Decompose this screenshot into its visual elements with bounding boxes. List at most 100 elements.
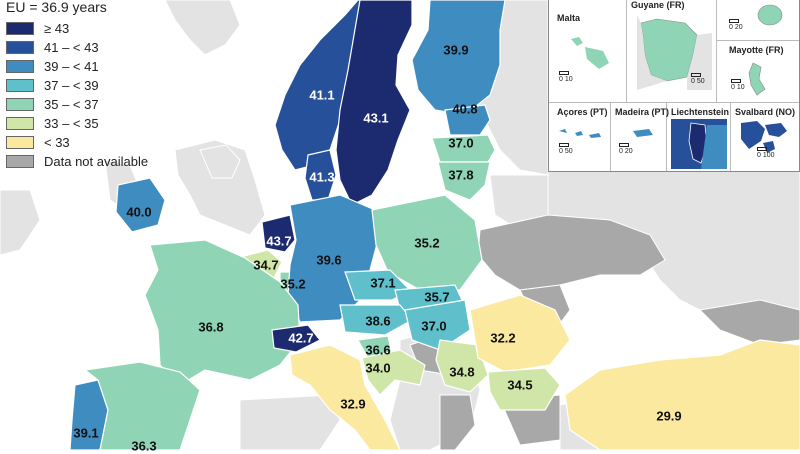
legend-swatch [6, 116, 34, 130]
value-label-croatia: 34.0 [365, 360, 391, 376]
inset-name: Svalbard (NO) [735, 107, 796, 117]
value-label-denmark: 41.3 [309, 169, 335, 185]
legend-item: Data not available [6, 152, 148, 170]
value-label-belgium: 34.7 [253, 257, 279, 273]
inset-madeira: Madeira (PT) 0 20 [611, 103, 670, 171]
region-switzerland [271, 324, 321, 353]
region-france [144, 239, 301, 386]
legend-label: < 33 [44, 134, 70, 150]
legend-label: 39 – < 41 [44, 58, 99, 74]
value-label-portugal: 39.1 [73, 425, 99, 441]
region-ireland [115, 177, 166, 233]
malta-shape [571, 37, 609, 69]
region-austria [339, 304, 413, 336]
region-spain [83, 361, 201, 450]
legend-label: Data not available [44, 153, 149, 169]
region-poland [371, 194, 483, 291]
value-label-ireland: 40.0 [126, 204, 152, 220]
value-label-netherlands: 43.7 [266, 233, 292, 249]
value-label-lithuania: 37.8 [448, 167, 474, 183]
mayotte-shape [748, 62, 766, 96]
value-label-latvia: 37.0 [448, 135, 474, 151]
region-netherlands [261, 214, 296, 253]
guyane-shape [637, 15, 712, 90]
legend-label: 37 – < 39 [44, 77, 99, 93]
legend-label: 35 – < 37 [44, 96, 99, 112]
legend-item: 35 – < 37 [6, 95, 99, 113]
value-label-slovakia: 35.7 [424, 289, 450, 305]
region-sweden [335, 0, 413, 206]
inset-acores: Açores (PT) 0 50 [549, 103, 611, 171]
scale-bar: 0 20 [729, 19, 743, 31]
scale-bar: 0 50 [559, 143, 573, 155]
inset-mayotte: Mayotte (FR) 0 10 [717, 41, 799, 103]
region-lithuania [437, 161, 491, 201]
region-croatia [361, 349, 426, 396]
region-bulgaria [487, 367, 561, 411]
legend-swatch [6, 40, 34, 54]
value-label-france: 36.8 [198, 319, 224, 335]
region-latvia [431, 134, 496, 163]
value-label-slovenia: 36.6 [365, 342, 391, 358]
region-romania [469, 294, 571, 373]
svalbard-shape [741, 121, 787, 153]
legend-label: ≥ 43 [44, 20, 70, 36]
legend-item: 41 – < 43 [6, 38, 99, 56]
scale-bar: 0 50 [691, 73, 705, 85]
value-label-serbia: 34.8 [449, 364, 475, 380]
region-estonia [444, 104, 491, 136]
legend-swatch [6, 135, 34, 149]
value-label-bulgaria: 34.5 [507, 377, 533, 393]
legend-swatch [6, 21, 34, 35]
inset-name: Mayotte (FR) [729, 45, 784, 55]
inset-svalbard: Svalbard (NO) 0 100 [731, 103, 799, 171]
legend-title: EU = 36.9 years [6, 0, 107, 15]
legend-item: ≥ 43 [6, 19, 69, 37]
value-label-norway: 41.1 [309, 87, 335, 103]
legend-item: < 33 [6, 133, 70, 151]
region-turkey [564, 339, 800, 450]
acores-shape [559, 129, 601, 138]
value-label-hungary: 37.0 [421, 318, 447, 334]
inset-name: Malta [557, 13, 581, 23]
inset-panel: Malta 0 10 Guyane (FR) 0 50 0 20 Mayotte… [548, 0, 800, 172]
madeira-shape [633, 129, 653, 137]
liechtenstein-shape [671, 119, 727, 169]
value-label-spain: 36.3 [131, 438, 157, 454]
inset-name: Guyane (FR) [631, 0, 685, 10]
legend-item: 33 – < 35 [6, 114, 99, 132]
inset-guyane: Guyane (FR) 0 50 [627, 0, 717, 103]
scale-bar: 0 100 [757, 147, 775, 159]
value-label-poland: 35.2 [414, 235, 440, 251]
reunion-shape [757, 4, 783, 26]
region-italy [289, 344, 401, 450]
inset-reunion: 0 20 [717, 0, 799, 41]
inset-name: Liechtenstein [671, 107, 730, 117]
legend-item: 39 – < 41 [6, 57, 99, 75]
value-label-turkey: 29.9 [656, 408, 682, 424]
legend-swatch [6, 97, 34, 111]
region-hungary [404, 299, 471, 351]
legend-swatch [6, 59, 34, 73]
value-label-estonia: 40.8 [452, 101, 478, 117]
scale-bar: 0 10 [731, 79, 745, 91]
legend-label: 33 – < 35 [44, 115, 99, 131]
inset-malta: Malta 0 10 [549, 0, 627, 103]
member-states [69, 0, 800, 450]
legend-swatch [6, 154, 34, 168]
legend-item: 37 – < 39 [6, 76, 99, 94]
inset-name: Madeira (PT) [615, 107, 670, 117]
value-label-austria: 38.6 [365, 313, 391, 329]
legend-swatch [6, 78, 34, 92]
value-label-sweden: 43.1 [363, 110, 389, 126]
inset-liechtenstein: Liechtenstein [667, 103, 731, 171]
legend-label: 41 – < 43 [44, 39, 99, 55]
value-label-finland: 39.9 [443, 42, 469, 58]
scale-bar: 0 20 [619, 143, 633, 155]
value-label-italy: 32.9 [340, 396, 366, 412]
value-label-romania: 32.2 [490, 330, 516, 346]
value-label-switzerland: 42.7 [288, 330, 314, 346]
value-label-czechia: 37.1 [370, 275, 396, 291]
value-label-germany: 39.6 [316, 252, 342, 268]
